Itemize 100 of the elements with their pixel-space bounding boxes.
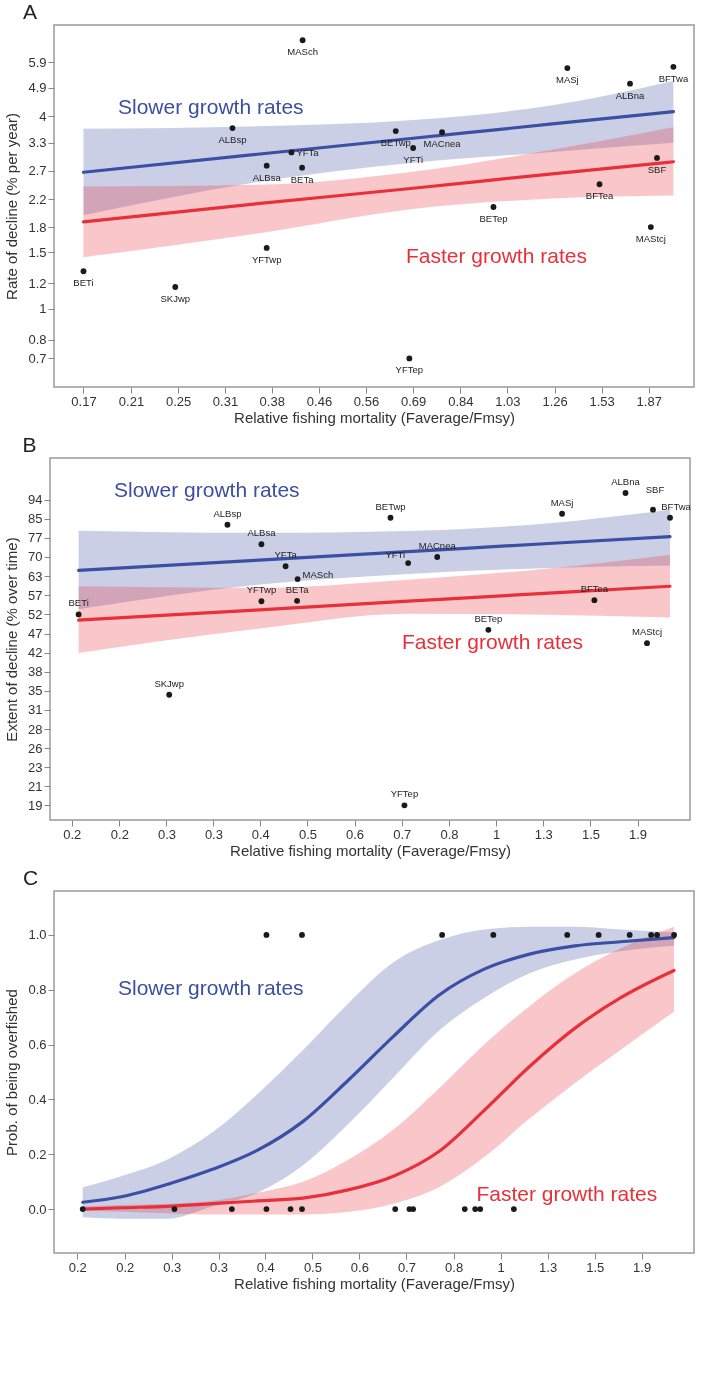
annotation: MASj: [556, 74, 579, 86]
y-tick-label: 2.7: [28, 163, 47, 179]
y-tick-label: 52: [28, 606, 43, 622]
x-tick-label: 0.8: [445, 1259, 464, 1275]
y-tick-label: 85: [28, 511, 43, 527]
annotation: SKJwp: [154, 677, 185, 689]
y-tick-label: 1: [39, 301, 47, 317]
annotation: BETa: [285, 583, 310, 595]
y-tick-label: 94: [28, 492, 43, 508]
x-tick-label: 0.2: [116, 1259, 135, 1275]
y-tick-label: 0.0: [28, 1201, 47, 1217]
x-axis-title: Relative fishing mortality (Faverage/Fmsy): [234, 1274, 515, 1292]
annotation: ALBsp: [213, 507, 242, 519]
y-tick-label: 0.6: [28, 1037, 47, 1053]
x-tick-label: 0.4: [251, 826, 270, 842]
y-tick-label: 4: [39, 108, 47, 124]
x-tick-label: 1.3: [534, 826, 553, 842]
x-tick-label: 0.3: [157, 826, 176, 842]
chart-title: A: [22, 0, 37, 23]
annotation: BFTwa: [661, 500, 692, 512]
annotation: YFTi: [403, 153, 423, 165]
y-tick-label: 23: [28, 759, 43, 775]
y-tick-label: 0.7: [28, 350, 47, 366]
y-tick-label: 26: [28, 740, 43, 756]
x-tick-label: 1.03: [495, 393, 521, 409]
y-tick-label: 21: [28, 778, 43, 794]
x-tick-label: 0.3: [204, 826, 223, 842]
x-tick-label: 1: [497, 1259, 505, 1275]
y-tick-label: 38: [28, 664, 43, 680]
annotation: BETa: [290, 173, 315, 185]
x-tick-label: 1.9: [633, 1259, 652, 1275]
y-tick-label: 1.5: [28, 244, 47, 260]
annotation: ALBna: [611, 476, 641, 488]
x-tick-label: 0.2: [68, 1259, 87, 1275]
y-tick-label: 19: [28, 797, 43, 813]
y-tick-label: 2.2: [28, 191, 47, 207]
x-tick-label: 0.31: [212, 393, 239, 409]
y-tick-label: 3.3: [28, 135, 47, 151]
x-tick-label: 0.4: [256, 1259, 275, 1275]
y-tick-label: 0.2: [28, 1146, 47, 1162]
x-tick-label: 0.69: [400, 393, 427, 409]
y-tick-label: 35: [28, 683, 43, 699]
annotation: MAStcj: [635, 233, 666, 245]
x-tick-label: 0.2: [110, 826, 129, 842]
x-tick-label: 1: [492, 826, 501, 842]
y-axis-title: Prob. of being overfished: [3, 989, 21, 1156]
y-tick-label: 31: [28, 702, 43, 718]
annotation: BFTwa: [658, 72, 689, 84]
x-tick-label: 0.56: [353, 393, 380, 409]
annotation: ALBsa: [252, 171, 282, 183]
x-tick-label: 0.3: [210, 1259, 229, 1275]
y-tick-label: 47: [28, 626, 43, 642]
annotation: BFTea: [585, 190, 614, 202]
x-tick-label: 1.53: [589, 393, 615, 409]
y-tick-label: 70: [28, 549, 43, 565]
text: Faster growth rates: [406, 243, 587, 267]
x-tick-label: 0.7: [397, 1259, 416, 1275]
chart-title: C: [22, 866, 39, 889]
x-tick-label: 0.6: [345, 826, 365, 842]
y-tick-label: 1.0: [28, 927, 47, 943]
annotation: MASch: [302, 569, 334, 581]
x-tick-label: 0.46: [306, 393, 333, 409]
series-label: Slower growth rates: [118, 95, 304, 119]
x-tick-label: 0.5: [298, 826, 318, 842]
y-tick-label: 0.8: [28, 332, 47, 348]
annotation: BFTea: [580, 583, 609, 595]
y-tick-label: 57: [28, 587, 43, 603]
text: Faster growth rates: [476, 1182, 658, 1206]
x-tick-label: 1.87: [636, 393, 662, 409]
y-tick-label: 1.2: [28, 275, 47, 291]
x-tick-label: 1.5: [586, 1259, 605, 1275]
x-tick-label: 1.26: [542, 393, 568, 409]
y-tick-label: 5.9: [28, 54, 47, 70]
y-axis-title: Rate of decline (% per year): [3, 113, 21, 300]
annotation: BETwp: [375, 500, 406, 512]
x-tick-label: 0.6: [350, 1259, 369, 1275]
x-tick-label: 0.38: [259, 393, 285, 409]
x-tick-label: 0.3: [163, 1259, 182, 1275]
annotation: MAStcj: [631, 626, 663, 638]
x-tick-label: 1.9: [628, 826, 648, 842]
annotation: BETi: [73, 277, 94, 289]
annotation: ALBna: [615, 89, 645, 101]
annotation: ALBsp: [218, 134, 247, 146]
annotation: BETep: [479, 213, 508, 224]
x-tick-label: 1.3: [539, 1259, 558, 1275]
y-tick-label: 0.4: [28, 1091, 47, 1107]
y-axis-title: Extent of decline (% over time): [3, 537, 21, 742]
annotation: BETep: [474, 612, 503, 624]
x-tick-label: 0.25: [165, 393, 192, 409]
annotation: MACnea: [418, 539, 457, 551]
x-axis-title: Relative fishing mortality (Faverage/Fmsy): [230, 841, 511, 859]
annotation: YFTwp: [246, 584, 277, 596]
text: Slower growth rates: [114, 477, 300, 501]
annotation: MACnea: [423, 138, 462, 150]
x-tick-label: 1.5: [581, 826, 600, 842]
chart-title: B: [22, 433, 37, 456]
annotation: ALBsa: [247, 527, 277, 539]
annotation: YFTep: [390, 788, 419, 800]
y-tick-label: 28: [28, 721, 43, 737]
annotation: MASch: [287, 46, 318, 58]
